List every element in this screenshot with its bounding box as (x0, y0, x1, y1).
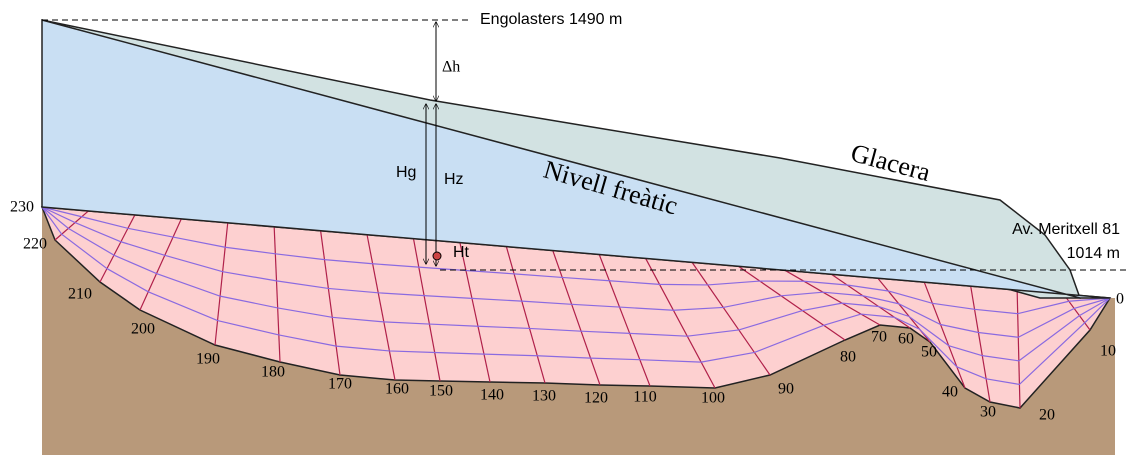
boundary-label: 90 (778, 381, 794, 398)
boundary-label: 140 (480, 387, 504, 404)
label: Hg (396, 164, 416, 181)
boundary-label: 0 (1116, 291, 1124, 308)
boundary-label: 70 (871, 329, 887, 346)
label: Hz (444, 171, 464, 188)
boundary-label: 160 (385, 381, 409, 398)
label: Δh (442, 59, 460, 76)
boundary-label: 230 (10, 199, 34, 216)
label: Engolasters 1490 m (480, 11, 622, 28)
label: 1014 m (1067, 245, 1120, 262)
boundary-label: 200 (131, 321, 155, 338)
boundary-label: 40 (942, 384, 958, 401)
boundary-label: 20 (1039, 407, 1055, 424)
boundary-label: 120 (584, 390, 608, 407)
boundary-label: 30 (980, 404, 996, 421)
boundary-label: 180 (261, 364, 285, 381)
boundary-label: 100 (701, 390, 725, 407)
boundary-label: 130 (532, 388, 556, 405)
boundary-label: 210 (68, 286, 92, 303)
diagram: Engolasters 1490 m Δh Hg Hz Ht Nivell fr… (0, 0, 1128, 455)
boundary-label: 80 (840, 349, 856, 366)
label: Ht (453, 244, 470, 261)
boundary-label: 10 (1100, 343, 1116, 360)
boundary-label: 190 (196, 351, 220, 368)
label: Av. Meritxell 81 (1012, 221, 1120, 238)
boundary-label: 60 (898, 331, 914, 348)
point (433, 252, 441, 260)
boundary-label: 220 (23, 236, 47, 253)
boundary-label: 110 (633, 389, 656, 406)
boundary-label: 50 (921, 344, 937, 361)
boundary-label: 170 (328, 376, 352, 393)
boundary-label: 150 (429, 383, 453, 400)
